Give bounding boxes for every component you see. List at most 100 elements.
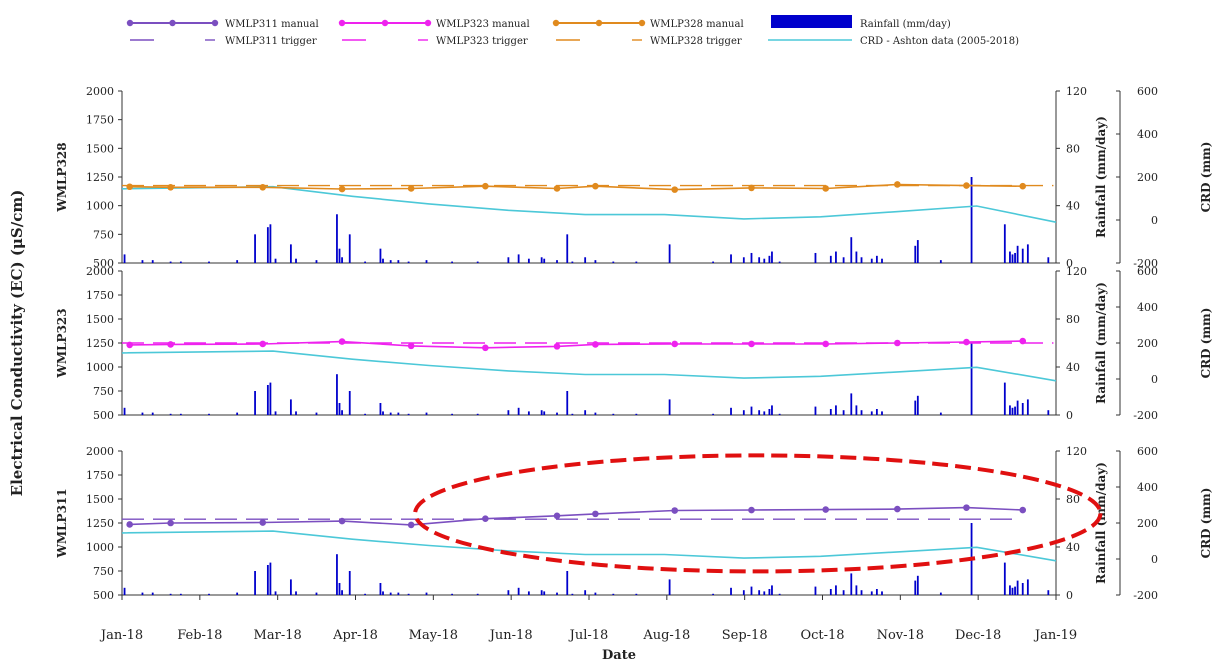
legend-entry-wmlp328_manual: WMLP328 manual: [552, 19, 744, 30]
rainfall-bar: [543, 411, 546, 415]
ec-tick-label: 750: [93, 565, 114, 578]
manual-point: [1019, 506, 1027, 514]
rainfall-bar: [612, 593, 615, 595]
ec-tick-label: 1500: [86, 493, 114, 506]
manual-point: [963, 182, 970, 189]
manual-point: [748, 340, 755, 348]
rainfall-bar: [584, 590, 587, 595]
rainfall-bar: [612, 261, 615, 263]
ec-tick-label: 1500: [86, 313, 114, 326]
rainfall-bar: [566, 234, 569, 263]
rainfall-bar: [540, 590, 543, 595]
rainfall-bar: [1026, 244, 1029, 263]
rainfall-bar: [635, 413, 638, 415]
rainfall-bar: [527, 258, 530, 263]
rainfall-bar: [266, 385, 269, 415]
manual-point: [671, 507, 679, 514]
crd-tick-label: 400: [1137, 301, 1158, 314]
rainfall-bar: [870, 411, 873, 415]
rainfall-bar: [266, 565, 269, 595]
rainfall-bar: [123, 407, 126, 415]
rainfall-bar: [1047, 257, 1050, 263]
crd-tick-label: -200: [1133, 409, 1158, 422]
rainfall-bar: [336, 554, 338, 595]
manual-point: [126, 183, 133, 191]
crd-tick-label: 200: [1137, 171, 1158, 184]
rainfall-bar: [916, 240, 919, 263]
rainfall-bar: [870, 591, 873, 595]
rainfall-bar: [208, 261, 210, 263]
rainfall-bar: [1003, 562, 1006, 595]
rainfall-bar: [556, 260, 558, 263]
ec-tick-label: 1000: [86, 200, 114, 213]
rainfall-bar: [730, 407, 732, 415]
rainfall-bar: [842, 257, 845, 263]
panel-name-label: WMLP328: [55, 142, 69, 212]
rainfall-bar: [750, 252, 753, 263]
rainfall-bar: [1021, 583, 1024, 595]
rainfall-bar: [829, 255, 832, 263]
manual-point: [167, 519, 174, 527]
rainfall-bar: [382, 411, 384, 415]
rainfall-bar: [141, 260, 144, 263]
x-axis-label: Date: [602, 648, 636, 663]
rainfall-bar: [778, 261, 781, 263]
rainfall-bar: [668, 579, 671, 595]
rainfall-bar: [507, 590, 510, 595]
rainfall-bar: [768, 409, 771, 415]
rainfall-bar: [274, 258, 277, 263]
legend-label-wmlp323_trigger: WMLP323 trigger: [436, 36, 528, 47]
rainfall-bar: [1026, 579, 1029, 595]
rainfall-bar: [425, 592, 428, 595]
manual-point: [592, 510, 599, 518]
rainfall-bar: [612, 413, 615, 415]
manual-point: [482, 182, 489, 190]
legend-entry-wmlp323_manual: WMLP323 manual: [338, 19, 530, 30]
ec-tick-label: 750: [93, 228, 114, 241]
rainfall-bar: [208, 413, 210, 415]
rainfall-bar: [527, 591, 530, 595]
rainfall-bar: [397, 260, 400, 263]
rainfall-bar: [389, 592, 392, 595]
rainfall-bar: [382, 258, 384, 263]
rainfall-bar: [771, 405, 773, 415]
rainfall-bar: [141, 412, 144, 415]
rainfall-bar: [855, 585, 858, 595]
ec-tick-label: 500: [93, 409, 114, 422]
panel-name-label: WMLP323: [55, 308, 69, 378]
rainfall-bar: [1014, 586, 1016, 595]
legend-swatch-rainfall: [771, 15, 852, 28]
legend-label-crd: CRD - Ashton data (2005-2018): [860, 36, 1019, 47]
ec-tick-label: 500: [93, 257, 114, 270]
manual-point: [894, 505, 901, 513]
rain-tick-label: 40: [1066, 361, 1080, 374]
crd-axis-label: CRD (mm): [1199, 142, 1213, 213]
rainfall-bar: [768, 255, 771, 263]
ec-tick-label: 1250: [86, 171, 114, 184]
rain-tick-label: 0: [1066, 257, 1073, 270]
highlight-ellipse: [413, 453, 1103, 574]
ec-tick-label: 2000: [86, 85, 114, 98]
rainfall-bar: [507, 257, 510, 263]
rainfall-bar: [274, 591, 277, 595]
rainfall-bar: [635, 593, 638, 595]
manual-point: [1019, 337, 1027, 345]
legend-label-wmlp323_manual: WMLP323 manual: [436, 19, 530, 30]
rainfall-bar: [1016, 580, 1019, 595]
rainfall-bar: [814, 406, 817, 415]
rainfall-bar: [635, 261, 638, 263]
rainfall-bar: [778, 593, 781, 595]
rainfall-bar: [364, 413, 366, 415]
rainfall-bar: [179, 593, 182, 595]
rainfall-bar: [814, 252, 817, 263]
rainfall-bar: [668, 244, 671, 263]
rainfall-bar: [295, 411, 297, 415]
manual-point: [126, 521, 133, 528]
rain-tick-label: 120: [1066, 85, 1087, 98]
crd-tick-label: 600: [1137, 265, 1158, 278]
rain-tick-label: 0: [1066, 589, 1073, 602]
crd-tick-label: 0: [1151, 373, 1158, 386]
manual-point: [167, 341, 174, 348]
rainfall-bar: [835, 585, 837, 595]
rainfall-bar: [584, 410, 587, 415]
